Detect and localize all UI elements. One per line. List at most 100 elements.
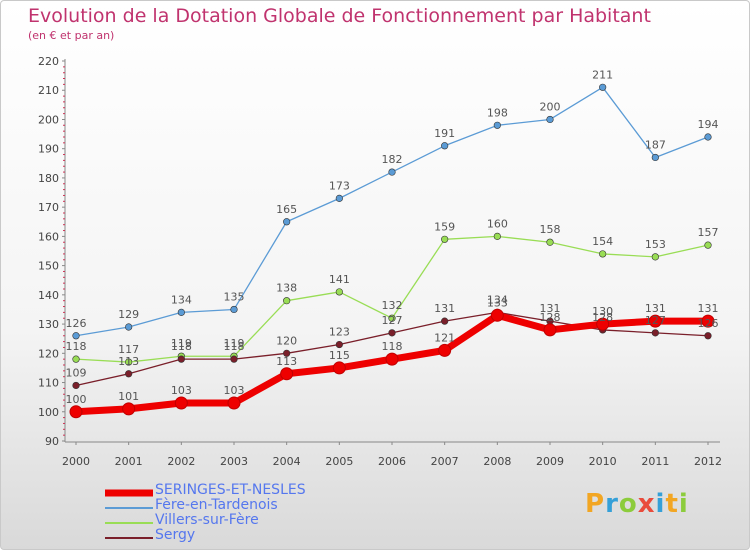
- logo-letter: P: [585, 489, 606, 519]
- data-point: [125, 370, 133, 378]
- y-tick-label: 200: [38, 113, 59, 126]
- data-label: 194: [698, 118, 719, 131]
- series-points: [69, 83, 715, 419]
- data-label: 198: [487, 106, 508, 119]
- data-label: 120: [276, 334, 297, 347]
- data-label: 154: [592, 235, 613, 248]
- data-label: 113: [276, 355, 297, 368]
- data-point: [335, 340, 343, 349]
- logo-letter: o: [618, 489, 638, 519]
- x-tick-label: 2005: [325, 455, 353, 468]
- data-point: [125, 323, 133, 331]
- data-point: [438, 343, 452, 357]
- y-tick-label: 190: [38, 143, 59, 156]
- chart-subtitle: (en € et par an): [28, 29, 115, 42]
- data-point: [230, 355, 238, 363]
- data-label: 123: [329, 326, 350, 339]
- data-point: [69, 405, 83, 419]
- data-point: [648, 314, 662, 328]
- legend-swatch-seringes: [105, 489, 153, 497]
- data-point: [283, 218, 291, 226]
- logo-letter: i: [678, 489, 689, 519]
- data-point: [704, 133, 712, 141]
- data-label: 133: [487, 296, 508, 309]
- x-tick-label: 2008: [483, 455, 511, 468]
- data-point: [72, 332, 80, 340]
- data-label: 141: [329, 273, 350, 286]
- data-label: 118: [224, 340, 245, 353]
- proxiti-logo: Proxiti: [585, 489, 689, 519]
- x-tick-label: 2006: [378, 455, 406, 468]
- data-label: 165: [276, 203, 297, 216]
- data-point: [704, 332, 712, 340]
- data-label: 115: [329, 349, 350, 362]
- data-label: 211: [592, 68, 613, 81]
- data-label: 187: [645, 138, 666, 151]
- data-point: [335, 194, 343, 202]
- legend-label-fere: Fère-en-Tardenois: [155, 497, 278, 513]
- data-label: 157: [698, 226, 719, 239]
- data-point: [599, 250, 607, 258]
- data-label: 126: [66, 317, 87, 330]
- data-label: 118: [171, 340, 192, 353]
- data-label: 118: [66, 340, 87, 353]
- data-label: 130: [592, 305, 613, 318]
- data-point: [599, 83, 607, 91]
- y-tick-label: 160: [38, 230, 59, 243]
- data-point: [651, 153, 659, 162]
- x-tick-label: 2007: [431, 455, 459, 468]
- y-tick-label: 150: [38, 260, 59, 273]
- data-label: 160: [487, 217, 508, 230]
- data-point: [125, 358, 133, 366]
- data-point: [174, 396, 188, 410]
- data-point: [72, 381, 80, 390]
- data-label: 131: [434, 302, 455, 315]
- data-label: 127: [382, 314, 403, 327]
- x-tick-label: 2000: [62, 455, 90, 468]
- x-tick-label: 2011: [641, 455, 669, 468]
- legend-label-sergy: Sergy: [155, 527, 196, 543]
- data-point: [493, 121, 501, 129]
- y-tick-label: 170: [38, 201, 59, 214]
- data-label: 131: [645, 302, 666, 315]
- data-point: [546, 238, 554, 246]
- data-point: [596, 317, 610, 331]
- y-tick-label: 100: [38, 406, 59, 419]
- data-label: 128: [540, 311, 561, 324]
- data-label: 131: [698, 302, 719, 315]
- legend-swatch-sergy: [105, 537, 153, 539]
- data-point: [388, 314, 396, 322]
- data-point: [227, 396, 241, 410]
- y-tick-label: 110: [38, 377, 59, 390]
- legend-label-villers: Villers-sur-Fère: [155, 512, 259, 528]
- x-tick-label: 2012: [694, 455, 722, 468]
- data-label: 159: [434, 220, 455, 233]
- data-label: 121: [434, 331, 455, 344]
- data-label: 126: [698, 317, 719, 330]
- data-label: 138: [276, 282, 297, 295]
- legend-swatch-villers: [105, 522, 153, 524]
- data-point: [332, 361, 346, 375]
- data-label: 127: [645, 314, 666, 327]
- data-point: [651, 253, 659, 261]
- y-tick-label: 120: [38, 347, 59, 360]
- y-tick-label: 180: [38, 172, 59, 185]
- y-tick-label: 90: [45, 435, 59, 448]
- data-label: 191: [434, 127, 455, 140]
- chart-title: Evolution de la Dotation Globale de Fonc…: [28, 5, 651, 27]
- data-point: [283, 297, 291, 305]
- data-label: 113: [118, 355, 139, 368]
- data-label: 101: [118, 390, 139, 403]
- data-point: [441, 235, 449, 243]
- legend-swatch-fere: [105, 507, 153, 509]
- logo-letter: x: [637, 489, 656, 519]
- y-tick-label: 140: [38, 289, 59, 302]
- data-point: [177, 308, 185, 316]
- data-label: 134: [487, 293, 508, 306]
- data-point: [177, 355, 185, 363]
- data-label: 118: [382, 340, 403, 353]
- data-point: [385, 352, 399, 366]
- data-point: [230, 305, 238, 314]
- data-label: 132: [382, 299, 403, 312]
- data-point: [280, 367, 294, 381]
